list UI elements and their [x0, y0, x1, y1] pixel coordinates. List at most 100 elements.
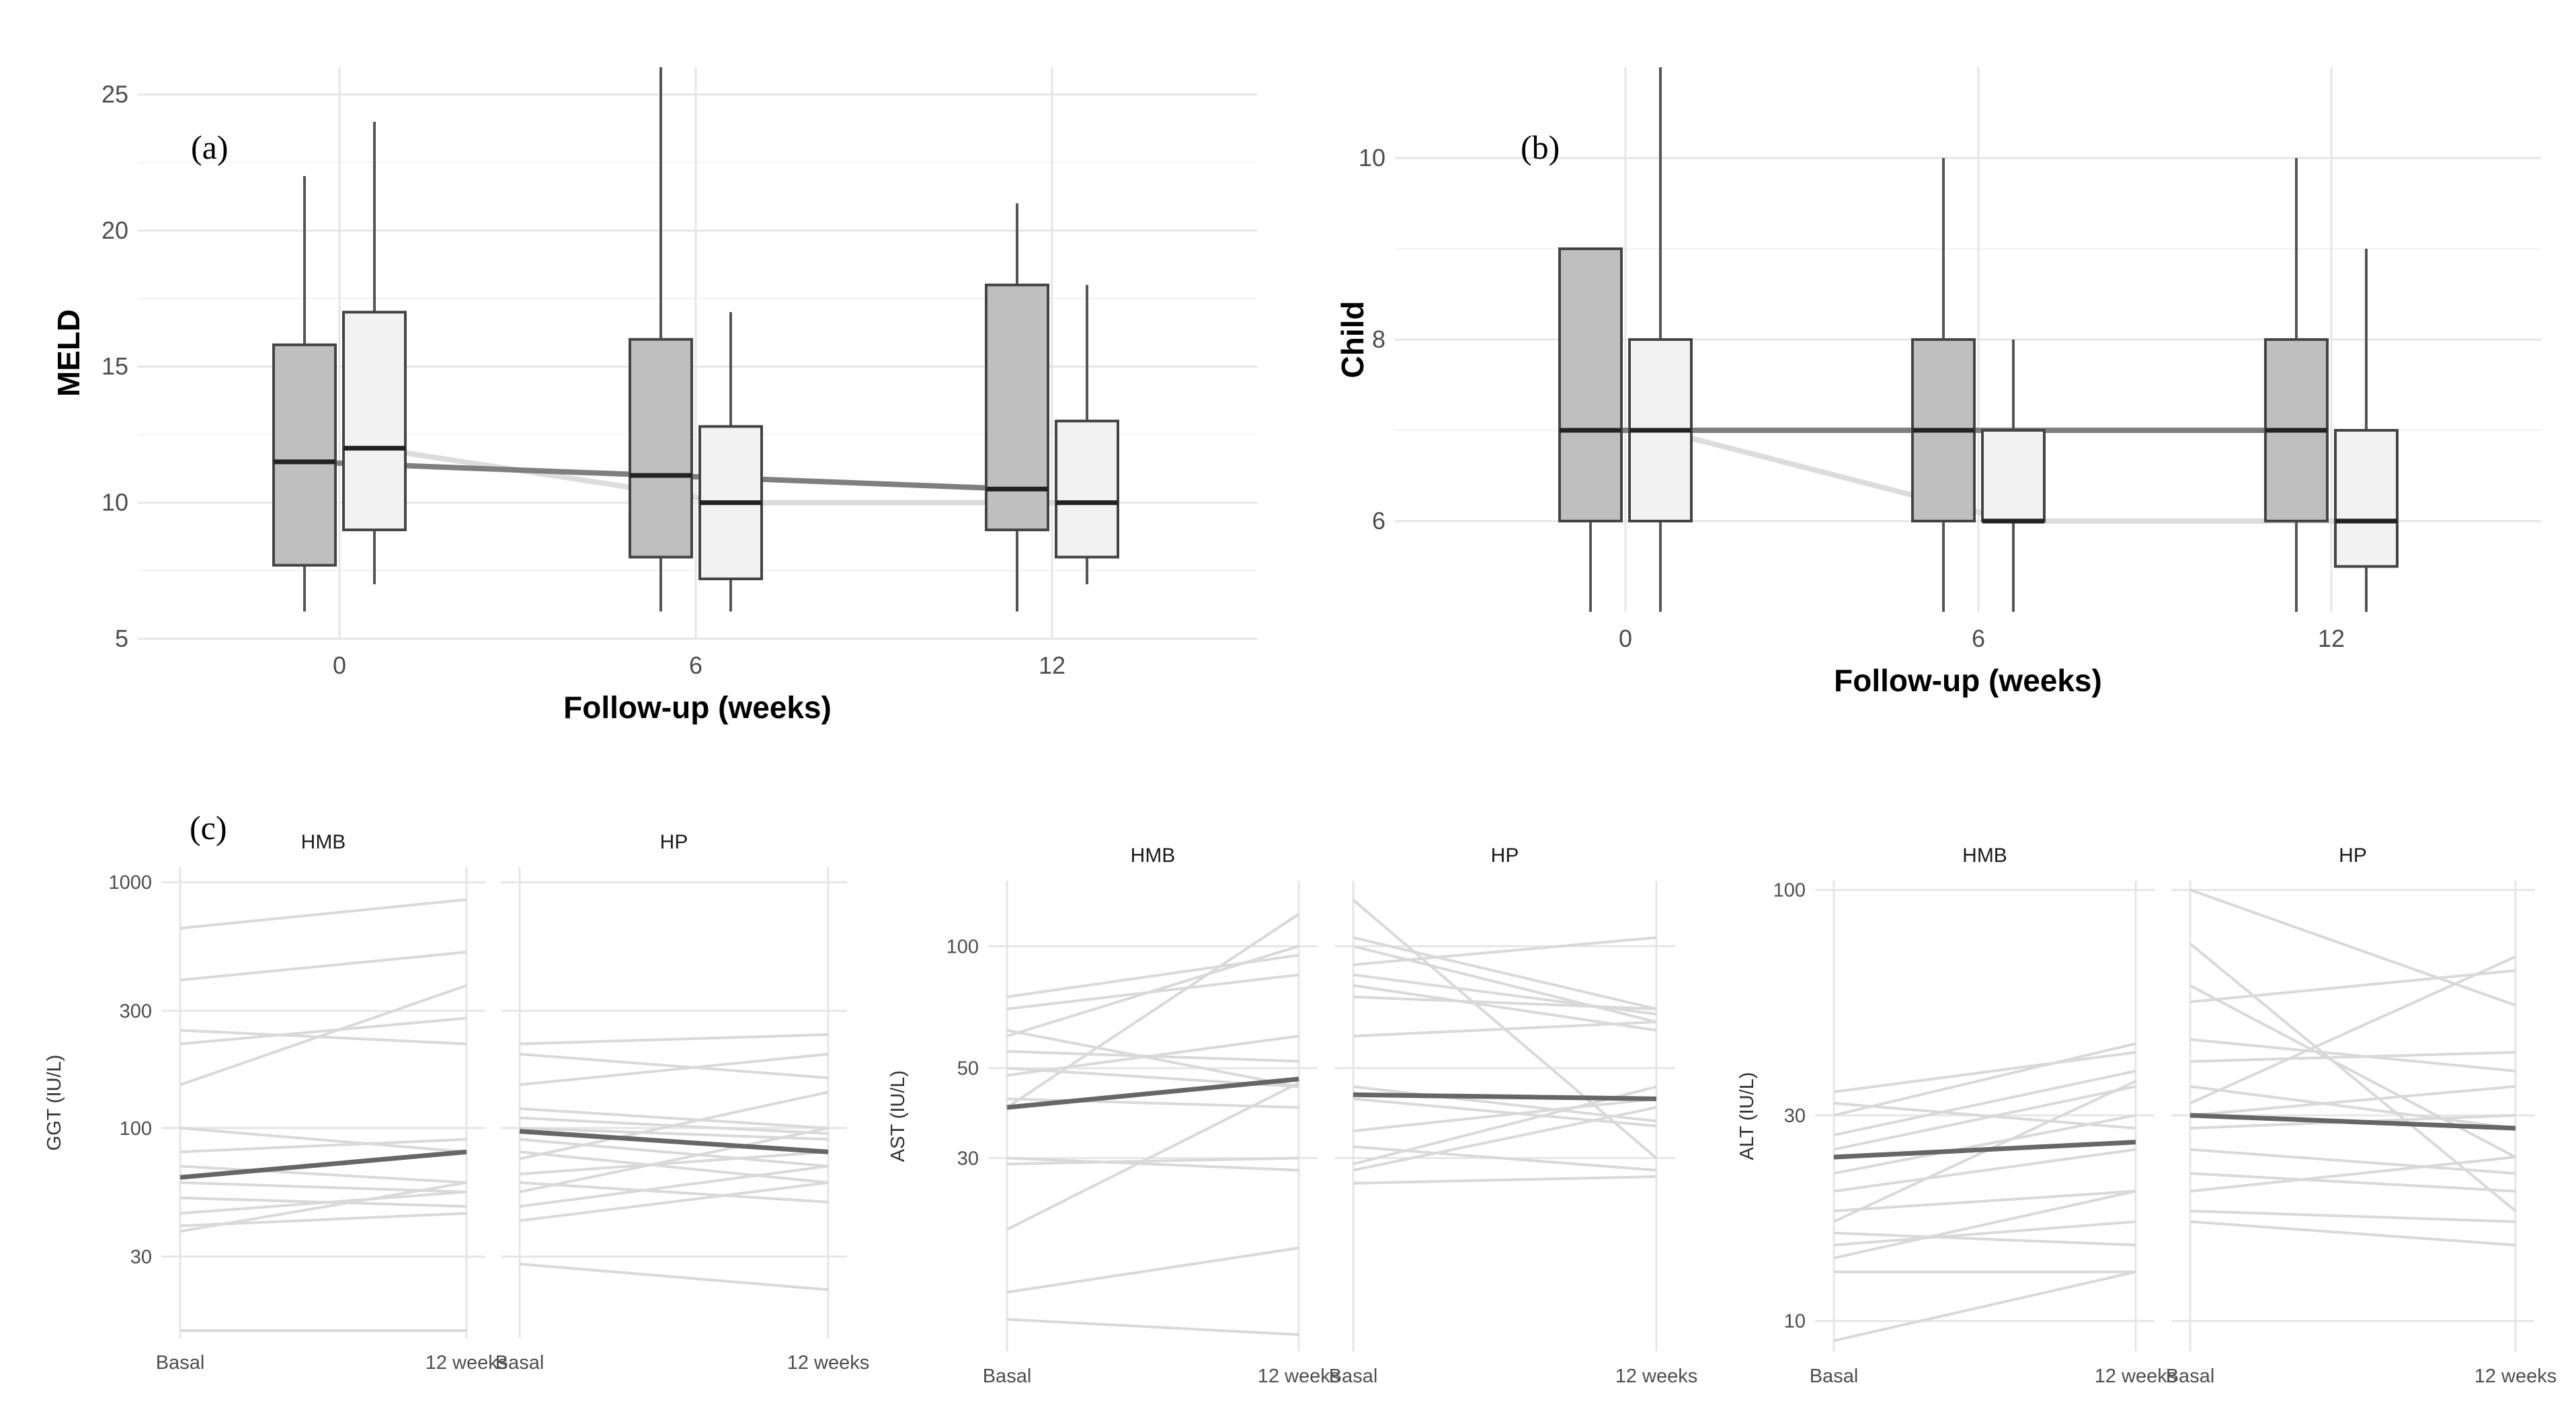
x-tick-label: 0 [333, 652, 346, 679]
individual-line [1353, 1021, 1657, 1037]
box-group-light [1055, 420, 1119, 559]
y-tick-label: 30 [957, 1148, 979, 1169]
y-axis-title: AST (IU/L) [887, 1070, 909, 1162]
y-axis-title: MELD [51, 309, 86, 397]
box-group-light [2334, 429, 2399, 568]
x-tick-label: 12 weeks [787, 1352, 870, 1374]
individual-line [1833, 1231, 2136, 1247]
x-tick-label: 12 [1039, 652, 1065, 679]
x-tick-label: Basal [1329, 1366, 1378, 1387]
individual-line [1006, 1156, 1299, 1172]
individual-line [2189, 1084, 2516, 1117]
individual-line [1833, 1113, 2136, 1175]
x-axis-title: Follow-up (weeks) [1834, 663, 2102, 698]
individual-line [1353, 1106, 1657, 1172]
facet-label-hmb: HMB [1962, 844, 2007, 867]
x-tick-label: 12 weeks [2095, 1366, 2177, 1387]
facet-label-hp: HP [1491, 844, 1519, 867]
panel-label: (a) [191, 128, 229, 166]
individual-line [2189, 888, 2516, 1007]
individual-line [519, 1091, 829, 1160]
individual-line [519, 1138, 829, 1168]
y-tick-label: 1000 [108, 872, 152, 894]
x-tick-label: Basal [1810, 1366, 1859, 1387]
individual-line [1006, 1034, 1299, 1077]
individual-line [179, 1181, 467, 1233]
y-axis-title: GGT (IU/L) [44, 1055, 65, 1151]
y-tick-label: 100 [120, 1118, 152, 1140]
panel-label: (c) [190, 809, 227, 846]
individual-line [519, 1181, 829, 1204]
mean-line [519, 1129, 829, 1154]
individual-line [179, 951, 467, 982]
y-tick-label: 20 [102, 216, 128, 244]
box-group-dark [985, 283, 1049, 532]
individual-line [1833, 1042, 2136, 1117]
individual-line [179, 1165, 467, 1184]
individual-line [1353, 945, 1657, 1023]
individual-line [1833, 1070, 2136, 1137]
y-tick-label: 5 [115, 625, 128, 652]
box-group-light [1981, 429, 2046, 522]
facet-label-hp: HP [2339, 844, 2367, 867]
individual-line [519, 1107, 829, 1130]
individual-line [2189, 1051, 2516, 1063]
x-tick-label: Basal [495, 1352, 545, 1374]
x-tick-label: 12 weeks [1615, 1366, 1698, 1387]
individual-line [1833, 1220, 2136, 1247]
y-tick-label: 10 [1359, 144, 1385, 171]
individual-line [2189, 1155, 2516, 1193]
y-tick-label: 100 [1773, 880, 1806, 902]
individual-line [1353, 995, 1657, 1011]
y-tick-label: 50 [957, 1058, 979, 1080]
individual-line [2189, 1084, 2516, 1130]
x-tick-label: 12 [2318, 625, 2345, 652]
individual-line [1006, 1029, 1299, 1089]
individual-line [1833, 1148, 2136, 1193]
x-tick-label: Basal [2166, 1366, 2215, 1387]
y-tick-label: 100 [947, 936, 979, 957]
y-tick-label: 30 [130, 1247, 152, 1268]
mean-line [1833, 1140, 2136, 1160]
individual-line [2189, 1148, 2516, 1175]
individual-line [1006, 912, 1300, 1109]
y-axis-title: ALT (IU/L) [1736, 1072, 1758, 1160]
individual-line [1353, 1175, 1657, 1185]
y-tick-label: 30 [1784, 1105, 1806, 1127]
individual-line [1353, 936, 1657, 1011]
panel-a: 5 10 15 20 25 0 6 12 Follow-up (weeks) MELD (a) [51, 67, 1257, 725]
individual-line [2189, 1172, 2516, 1193]
individual-line [179, 984, 467, 1087]
individual-line [519, 1165, 829, 1208]
box-group-dark [629, 338, 693, 559]
individual-line [2189, 969, 2516, 1004]
individual-line [2189, 1220, 2516, 1247]
y-tick-label: 25 [102, 80, 128, 108]
individual-line [1006, 1318, 1299, 1337]
mean-line [1353, 1092, 1657, 1101]
individual-line [519, 1052, 829, 1087]
x-tick-label: 6 [689, 652, 702, 679]
x-axis-title: Follow-up (weeks) [563, 690, 832, 725]
box-group-light [342, 311, 407, 532]
individual-line [519, 1052, 829, 1080]
facet-label-hmb: HMB [1131, 844, 1176, 867]
individual-line [2189, 943, 2517, 1212]
facet-label-hmb: HMB [301, 831, 346, 853]
individual-line [1353, 984, 1657, 1032]
x-tick-label: Basal [983, 1366, 1032, 1387]
individual-line [179, 1029, 467, 1046]
individual-line [2189, 1037, 2516, 1073]
mean-line [1006, 1076, 1299, 1110]
individual-line [1833, 1189, 2136, 1213]
x-tick-label: Basal [156, 1352, 205, 1374]
facet-label-hp: HP [660, 831, 688, 853]
individual-line [1833, 1189, 2136, 1260]
x-tick-label: 12 weeks [1258, 1366, 1340, 1387]
y-tick-label: 10 [1784, 1311, 1806, 1333]
individual-line [519, 1262, 829, 1292]
individual-line [1006, 945, 1299, 1037]
individual-line [1833, 1270, 2136, 1343]
